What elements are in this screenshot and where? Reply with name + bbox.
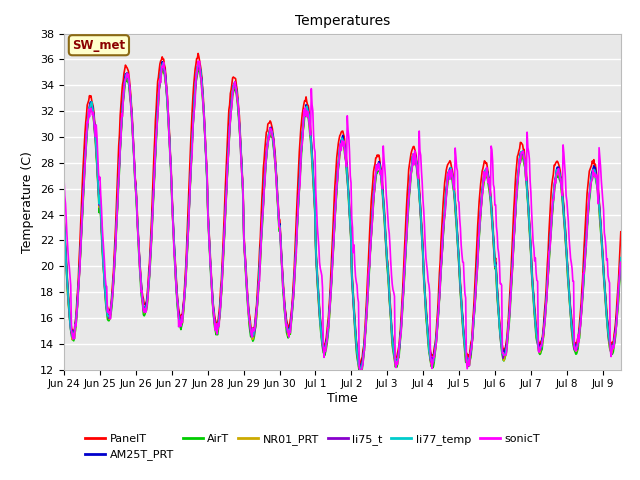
AM25T_PRT: [617, 257, 625, 263]
AirT: [138, 297, 146, 302]
NR01_PRT: [195, 63, 202, 69]
PanelT: [357, 362, 365, 368]
AM25T_PRT: [63, 261, 70, 267]
li77_temp: [358, 366, 365, 372]
sonicT: [138, 288, 146, 293]
AM25T_PRT: [475, 241, 483, 247]
sonicT: [475, 235, 483, 241]
AirT: [63, 263, 70, 269]
AM25T_PRT: [298, 130, 306, 136]
AM25T_PRT: [319, 343, 327, 348]
sonicT: [319, 342, 327, 348]
li77_temp: [475, 243, 483, 249]
li77_temp: [298, 133, 306, 139]
AirT: [60, 224, 68, 230]
Line: li75_t: li75_t: [64, 65, 621, 371]
li75_t: [63, 263, 70, 268]
AirT: [617, 260, 625, 266]
Line: AM25T_PRT: AM25T_PRT: [64, 62, 621, 367]
Line: li77_temp: li77_temp: [64, 63, 621, 369]
li77_temp: [319, 344, 327, 349]
NR01_PRT: [617, 259, 625, 264]
li77_temp: [138, 293, 146, 299]
li75_t: [319, 347, 327, 353]
Line: PanelT: PanelT: [64, 53, 621, 365]
PanelT: [63, 254, 70, 260]
Line: sonicT: sonicT: [64, 61, 621, 371]
sonicT: [60, 175, 68, 181]
Legend: PanelT, AM25T_PRT, AirT, NR01_PRT, li75_t, li77_temp, sonicT: PanelT, AM25T_PRT, AirT, NR01_PRT, li75_…: [81, 430, 545, 465]
NR01_PRT: [60, 222, 68, 228]
NR01_PRT: [357, 368, 365, 374]
li77_temp: [63, 264, 70, 269]
Text: SW_met: SW_met: [72, 39, 125, 52]
AM25T_PRT: [461, 344, 468, 349]
Line: NR01_PRT: NR01_PRT: [64, 66, 621, 371]
AirT: [475, 247, 483, 253]
sonicT: [63, 217, 70, 223]
Y-axis label: Temperature (C): Temperature (C): [22, 151, 35, 252]
li75_t: [159, 62, 167, 68]
li75_t: [617, 258, 625, 264]
NR01_PRT: [475, 245, 483, 251]
li75_t: [138, 292, 146, 298]
li75_t: [60, 216, 68, 222]
AM25T_PRT: [138, 291, 146, 297]
NR01_PRT: [63, 263, 70, 269]
AM25T_PRT: [158, 59, 166, 65]
li77_temp: [461, 343, 468, 349]
AirT: [298, 138, 306, 144]
PanelT: [60, 211, 68, 217]
li77_temp: [617, 255, 625, 261]
sonicT: [195, 58, 202, 64]
li75_t: [356, 368, 364, 374]
PanelT: [319, 341, 327, 347]
NR01_PRT: [298, 138, 306, 144]
li75_t: [461, 347, 468, 352]
AM25T_PRT: [357, 364, 365, 370]
sonicT: [298, 141, 306, 146]
PanelT: [461, 339, 468, 345]
li75_t: [298, 136, 306, 142]
AM25T_PRT: [60, 215, 68, 221]
PanelT: [475, 211, 483, 216]
li75_t: [475, 244, 483, 250]
AirT: [319, 350, 327, 356]
NR01_PRT: [461, 347, 468, 352]
X-axis label: Time: Time: [327, 392, 358, 405]
sonicT: [617, 260, 625, 265]
PanelT: [195, 50, 202, 56]
AirT: [461, 351, 468, 357]
PanelT: [617, 229, 625, 235]
Title: Temperatures: Temperatures: [295, 14, 390, 28]
Line: AirT: AirT: [64, 69, 621, 374]
AirT: [195, 66, 203, 72]
NR01_PRT: [319, 346, 327, 352]
sonicT: [357, 368, 365, 374]
li77_temp: [60, 216, 68, 221]
AirT: [356, 371, 364, 377]
sonicT: [461, 291, 468, 297]
NR01_PRT: [138, 294, 146, 300]
PanelT: [298, 111, 306, 117]
PanelT: [138, 287, 146, 293]
li77_temp: [159, 60, 167, 66]
